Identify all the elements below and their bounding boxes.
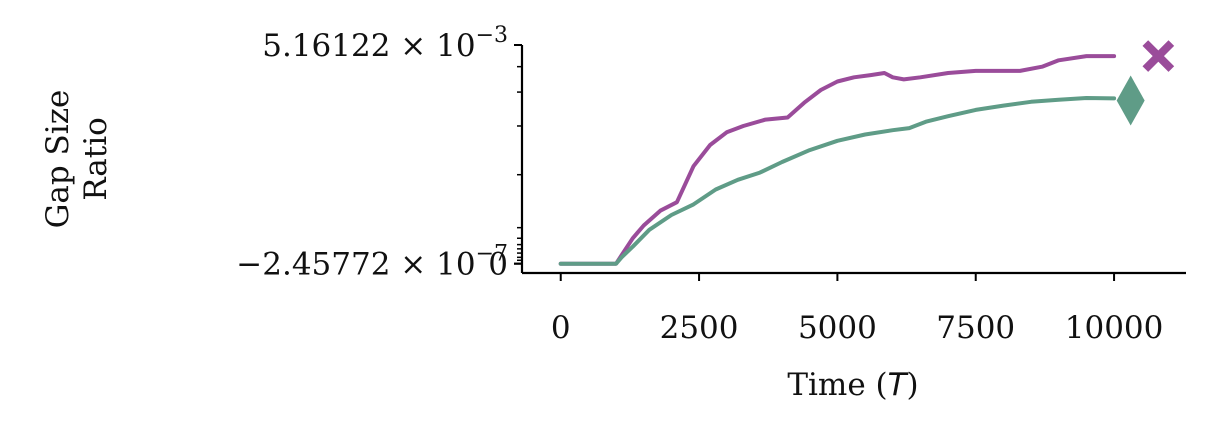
y-axis-title: Gap Size Ratio	[40, 90, 114, 229]
series-1-x-marker	[1142, 40, 1175, 72]
x-tick-label: 10000	[1065, 310, 1164, 346]
y-tick-label: 0	[488, 247, 508, 283]
y-tick-label: −2.45772 × 10−7	[236, 242, 508, 283]
x-tick-label: 7500	[936, 310, 1015, 346]
x-tick-label: 2500	[660, 310, 739, 346]
y-axis-title-line-2: Ratio	[78, 117, 114, 201]
series-2-diamond-marker	[1116, 75, 1145, 126]
x-tick-label: 0	[551, 310, 571, 346]
series-1-line	[558, 54, 1117, 266]
axes-layer	[520, 45, 1186, 275]
x-tick-label: 5000	[798, 310, 877, 346]
x-axis-title: Time (T)	[787, 367, 918, 403]
series-layer	[558, 54, 1117, 266]
y-axis-title-line-1: Gap Size	[40, 90, 76, 229]
series-2-line	[558, 96, 1117, 266]
y-tick-label: 5.16122 × 10−3	[262, 23, 508, 64]
marker-layer	[1116, 40, 1175, 126]
tick-layer: 0 2500 5000 7500 10000 5.16122 × 10−3 −2.45772…	[236, 23, 1163, 346]
